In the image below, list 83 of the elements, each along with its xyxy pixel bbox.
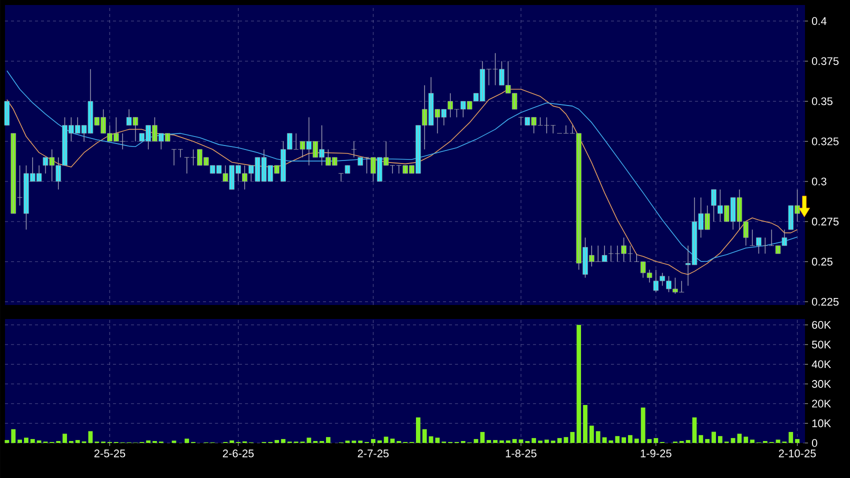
bar xyxy=(88,431,93,443)
bar xyxy=(62,434,67,443)
y-tick-label: 0.4 xyxy=(812,17,826,25)
y-tick-label: 0 xyxy=(812,439,818,447)
bar xyxy=(512,439,517,443)
bar xyxy=(583,405,588,443)
bar xyxy=(75,440,80,443)
bar xyxy=(146,440,151,443)
y-tick-label: 0.35 xyxy=(812,97,832,106)
bar xyxy=(718,436,722,443)
bar xyxy=(281,439,286,443)
bar xyxy=(435,438,440,443)
bar xyxy=(698,435,704,443)
bar xyxy=(608,440,614,443)
bar xyxy=(564,437,568,443)
bar xyxy=(274,440,280,443)
bar xyxy=(589,426,594,443)
bar xyxy=(776,440,780,443)
bar xyxy=(615,436,620,443)
y-tick-label: 0.25 xyxy=(812,258,832,266)
y-tick-label: 40K xyxy=(812,360,831,368)
y-tick-label: 0.3 xyxy=(812,178,826,186)
y-tick-label: 50K xyxy=(812,340,831,348)
y-tick-label: 0.375 xyxy=(812,57,839,66)
bar xyxy=(705,439,710,443)
bar xyxy=(628,435,632,443)
y-tick-label: 10K xyxy=(812,419,831,428)
bar xyxy=(506,440,510,443)
bar xyxy=(544,440,549,443)
bar xyxy=(570,432,575,443)
bar xyxy=(371,439,376,443)
bar xyxy=(730,438,736,443)
bar xyxy=(377,440,382,443)
bar xyxy=(4,440,10,443)
bar xyxy=(647,439,652,443)
bar xyxy=(384,436,388,443)
bar xyxy=(184,438,190,443)
x-tick-label: 2-10-25 xyxy=(778,450,816,458)
bar xyxy=(416,417,420,443)
bar xyxy=(576,324,582,443)
bar xyxy=(737,434,742,443)
bar xyxy=(518,439,524,443)
bar xyxy=(744,436,748,443)
y-tick-label: 60K xyxy=(812,321,831,329)
bar xyxy=(750,440,755,443)
x-tick-label: 2-6-25 xyxy=(222,450,254,458)
bar xyxy=(326,437,330,443)
y-tick-label: 20K xyxy=(812,400,831,408)
bar xyxy=(230,440,234,443)
y-tick-label: 30K xyxy=(812,380,831,388)
bar xyxy=(712,432,716,443)
x-tick-label: 1-9-25 xyxy=(640,450,672,458)
bar xyxy=(557,438,562,443)
bar xyxy=(532,438,536,443)
bar xyxy=(640,408,646,443)
bar xyxy=(30,439,35,443)
bar xyxy=(596,431,600,443)
y-tick-label: 0.275 xyxy=(812,218,839,226)
bar xyxy=(306,438,312,443)
bar xyxy=(634,438,639,443)
bar xyxy=(390,438,395,443)
x-tick-label: 2-7-25 xyxy=(358,450,389,458)
bar xyxy=(11,429,16,443)
x-tick-label: 1-8-25 xyxy=(506,450,536,458)
bar xyxy=(795,439,800,443)
bar xyxy=(36,440,42,443)
bar xyxy=(692,417,697,443)
bar xyxy=(654,438,658,443)
bar xyxy=(788,432,794,443)
bar xyxy=(474,439,478,443)
bar xyxy=(18,440,22,443)
bar xyxy=(24,438,28,443)
y-tick-label: 0.325 xyxy=(812,137,839,146)
candlestick xyxy=(351,141,357,158)
bar xyxy=(480,432,485,443)
bar xyxy=(500,440,504,443)
bar xyxy=(493,440,498,443)
bar xyxy=(422,429,427,443)
bar xyxy=(486,440,492,443)
bar xyxy=(622,437,626,443)
x-tick-label: 2-5-25 xyxy=(94,450,126,458)
y-tick-label: 0.225 xyxy=(812,298,839,306)
bar xyxy=(686,440,690,443)
